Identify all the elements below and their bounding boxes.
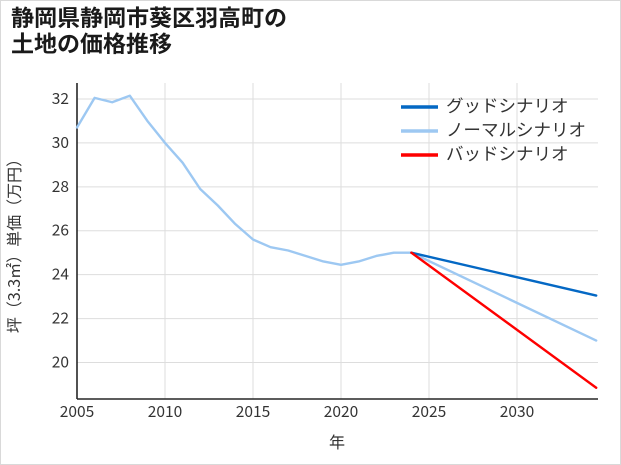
svg-text:26: 26 <box>52 219 69 241</box>
svg-text:2015: 2015 <box>236 400 270 422</box>
svg-text:年: 年 <box>329 429 345 453</box>
svg-text:24: 24 <box>52 263 70 285</box>
svg-text:2010: 2010 <box>148 400 182 422</box>
svg-text:28: 28 <box>52 175 69 197</box>
svg-text:2005: 2005 <box>60 400 94 422</box>
svg-text:30: 30 <box>52 131 69 153</box>
svg-text:20: 20 <box>52 351 69 373</box>
svg-text:2020: 2020 <box>324 400 358 422</box>
svg-text:バッドシナリオ: バッドシナリオ <box>446 141 569 166</box>
svg-text:22: 22 <box>52 307 69 329</box>
svg-text:グッドシナリオ: グッドシナリオ <box>446 93 569 118</box>
svg-text:ノーマルシナリオ: ノーマルシナリオ <box>446 117 586 142</box>
svg-text:2025: 2025 <box>412 400 446 422</box>
svg-text:32: 32 <box>52 87 69 109</box>
svg-text:2030: 2030 <box>500 400 534 422</box>
svg-text:坪（3.3㎡）単価（万円）: 坪（3.3㎡）単価（万円） <box>1 151 25 333</box>
